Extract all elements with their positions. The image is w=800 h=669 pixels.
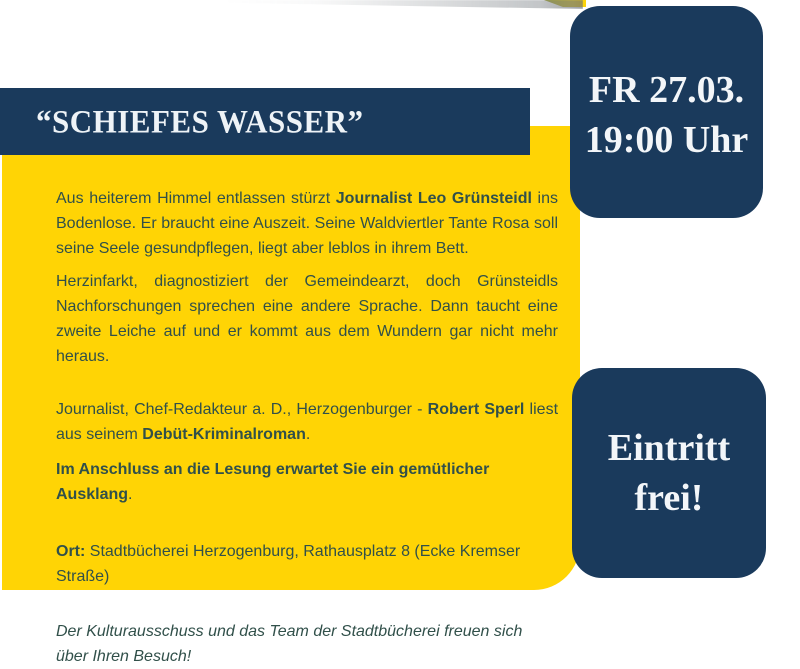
- highlight-author-name: Robert Sperl: [427, 401, 525, 418]
- body-paragraph-ausklang: Im Anschluss an die Lesung erwartet Sie …: [56, 457, 558, 507]
- paragraph-text: Im Anschluss an die Lesung erwartet Sie …: [56, 461, 490, 503]
- paragraph-text: .: [305, 426, 311, 443]
- content-panel: Aus heiterem Himmel entlassen stürzt Jou…: [2, 126, 580, 665]
- location-value: Stadtbücherei Herzogenburg, Rathausplatz…: [56, 543, 521, 585]
- admission-line-2: frei!: [634, 477, 704, 519]
- title-banner: “SCHIEFES WASSER”: [0, 88, 530, 155]
- paragraph-text: ins Bodenlose. Er braucht eine Auszeit. …: [56, 190, 558, 257]
- admission-line-1: Eintritt: [607, 427, 731, 469]
- highlight-debut-novel: Debüt-Kriminalroman: [142, 426, 306, 443]
- paragraph-text: Journalist, Chef-Redakteur a. D., Herzog…: [56, 401, 428, 418]
- paragraph-text: .: [128, 486, 133, 503]
- body-paragraph-synopsis-2: Herzinfarkt, diagnostiziert der Gemeinde…: [56, 273, 558, 365]
- date-badge: FR 27.03. 19:00 Uhr: [570, 6, 763, 218]
- admission-badge: Eintritt frei!: [572, 368, 766, 578]
- page-corner-shadow: [225, 0, 583, 9]
- event-title: “SCHIEFES WASSER”: [36, 102, 364, 140]
- location-label: Ort:: [56, 543, 86, 560]
- event-date: FR 27.03.: [588, 69, 745, 111]
- paragraph-text: Aus heiterem Himmel entlassen stürzt: [56, 190, 336, 207]
- event-flyer: Aus heiterem Himmel entlassen stürzt Jou…: [0, 0, 766, 665]
- event-time: 19:00 Uhr: [584, 119, 749, 161]
- body-paragraph-synopsis-1: Aus heiterem Himmel entlassen stürzt Jou…: [56, 126, 558, 261]
- body-paragraph-invitation: Der Kulturausschuss und das Team der Sta…: [56, 623, 523, 665]
- body-paragraph-author: Journalist, Chef-Redakteur a. D., Herzog…: [56, 397, 558, 447]
- highlight-journalist-name: Journalist Leo Grünsteidl: [335, 190, 532, 207]
- paragraph-text: liest aus seinem: [56, 401, 559, 443]
- body-paragraph-location: Ort: Stadtbücherei Herzogenburg, Rathaus…: [56, 539, 558, 589]
